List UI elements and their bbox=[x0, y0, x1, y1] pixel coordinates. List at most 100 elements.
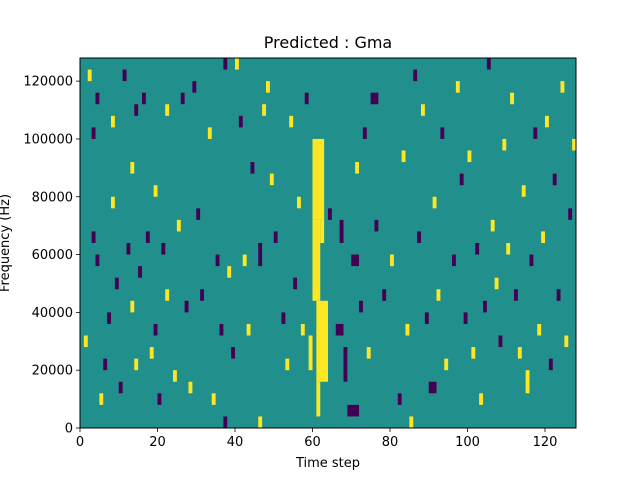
heatmap-cell bbox=[308, 335, 313, 371]
heatmap-cell bbox=[114, 277, 119, 290]
heatmap-cell bbox=[382, 289, 387, 301]
heatmap-cell bbox=[103, 358, 108, 371]
heatmap-cell bbox=[483, 300, 487, 313]
y-axis-label: Frequency (Hz) bbox=[0, 194, 13, 292]
heatmap-cell bbox=[196, 208, 201, 220]
heatmap-cell bbox=[560, 81, 565, 93]
heatmap-cell bbox=[111, 115, 115, 128]
heatmap-cell bbox=[421, 104, 425, 116]
heatmap-cell bbox=[153, 185, 158, 197]
heatmap-cell bbox=[134, 358, 139, 371]
heatmap-cell bbox=[533, 127, 538, 139]
heatmap-cell bbox=[320, 219, 325, 244]
heatmap-cell bbox=[285, 358, 290, 371]
heatmap-cell bbox=[227, 266, 232, 278]
heatmap-cell bbox=[142, 92, 146, 105]
heatmap-cell bbox=[293, 277, 298, 290]
heatmap-cell bbox=[300, 323, 305, 336]
heatmap-cell bbox=[180, 92, 185, 105]
heatmap-cell bbox=[258, 243, 263, 267]
x-tick-label: 80 bbox=[382, 435, 399, 450]
heatmap-cell bbox=[517, 347, 522, 359]
heatmap-cell bbox=[200, 289, 205, 301]
heatmap-cell bbox=[401, 150, 406, 163]
heatmap-cell bbox=[374, 219, 379, 232]
heatmap-cells bbox=[83, 58, 577, 428]
heatmap-cell bbox=[83, 335, 88, 348]
y-tick-label: 80000 bbox=[32, 190, 73, 205]
heatmap-cell bbox=[111, 196, 115, 209]
heatmap-cell bbox=[335, 323, 344, 336]
x-tick-label: 60 bbox=[304, 435, 321, 450]
y-tick-label: 20000 bbox=[32, 364, 73, 379]
x-axis-ticks: 0 20 40 60 80 100 120 bbox=[76, 428, 558, 450]
heatmap-cell bbox=[107, 312, 112, 324]
heatmap-cell bbox=[355, 162, 360, 174]
heatmap-cell bbox=[490, 219, 495, 232]
heatmap-cell bbox=[316, 381, 321, 417]
heatmap-cell bbox=[351, 254, 359, 267]
heatmap-cell bbox=[192, 81, 197, 93]
heatmap-cell bbox=[529, 254, 534, 267]
heatmap-cell bbox=[173, 370, 177, 382]
heatmap-cell bbox=[138, 266, 143, 278]
heatmap-cell bbox=[215, 254, 220, 267]
heatmap-cell bbox=[262, 104, 267, 116]
heatmap-cell bbox=[366, 347, 371, 359]
chart-title: Predicted : Gma bbox=[264, 33, 392, 52]
x-tick-label: 120 bbox=[533, 435, 558, 450]
heatmap-cell bbox=[95, 254, 100, 267]
heatmap-cell bbox=[91, 127, 96, 139]
heatmap-cell bbox=[231, 347, 236, 359]
heatmap-cell bbox=[440, 127, 445, 139]
heatmap-cell bbox=[99, 393, 104, 405]
heatmap-cell bbox=[537, 323, 542, 336]
heatmap-cell bbox=[122, 69, 127, 82]
heatmap-cell bbox=[184, 300, 189, 313]
heatmap-cell bbox=[564, 335, 569, 348]
heatmap-cell bbox=[486, 58, 491, 70]
heatmap-cell bbox=[130, 162, 135, 174]
heatmap-cell bbox=[467, 150, 472, 163]
heatmap-cell bbox=[362, 127, 367, 139]
heatmap-cell bbox=[347, 404, 360, 417]
heatmap-cell bbox=[568, 208, 573, 220]
heatmap-cell bbox=[258, 416, 263, 428]
heatmap-cell bbox=[165, 289, 170, 301]
heatmap-cell bbox=[413, 69, 418, 82]
heatmap-cell bbox=[541, 231, 546, 243]
y-tick-label: 60000 bbox=[32, 248, 73, 263]
heatmap-cell bbox=[219, 323, 224, 336]
y-tick-label: 40000 bbox=[32, 306, 73, 321]
heatmap-cell bbox=[409, 416, 414, 428]
x-tick-label: 100 bbox=[455, 435, 480, 450]
heatmap-cell bbox=[273, 231, 278, 243]
heatmap-cell bbox=[211, 393, 216, 405]
heatmap-cell bbox=[405, 323, 410, 336]
heatmap-cell bbox=[545, 115, 549, 128]
heatmap-cell bbox=[479, 393, 484, 405]
heatmap-cell bbox=[494, 277, 499, 290]
heatmap-cell bbox=[312, 138, 325, 220]
plot-area bbox=[79, 57, 577, 429]
heatmap-cell bbox=[359, 300, 363, 313]
heatmap-cell bbox=[506, 243, 511, 255]
x-axis-label: Time step bbox=[295, 456, 360, 471]
heatmap-cell bbox=[444, 358, 449, 371]
heatmap-cell bbox=[266, 81, 270, 93]
y-tick-label: 120000 bbox=[23, 75, 73, 90]
heatmap-cell bbox=[246, 323, 251, 336]
heatmap-cell bbox=[521, 185, 526, 197]
heatmap-cell bbox=[514, 289, 518, 301]
heatmap-cell bbox=[289, 115, 294, 128]
heatmap-cell bbox=[455, 81, 460, 93]
heatmap-cell bbox=[471, 347, 476, 359]
heatmap-cell bbox=[250, 162, 255, 174]
heatmap-cell bbox=[397, 393, 402, 405]
heatmap-cell bbox=[572, 138, 577, 151]
heatmap-cell bbox=[370, 92, 379, 105]
heatmap-cell bbox=[417, 231, 422, 243]
heatmap-cell bbox=[223, 58, 228, 70]
heatmap-cell bbox=[328, 208, 332, 220]
